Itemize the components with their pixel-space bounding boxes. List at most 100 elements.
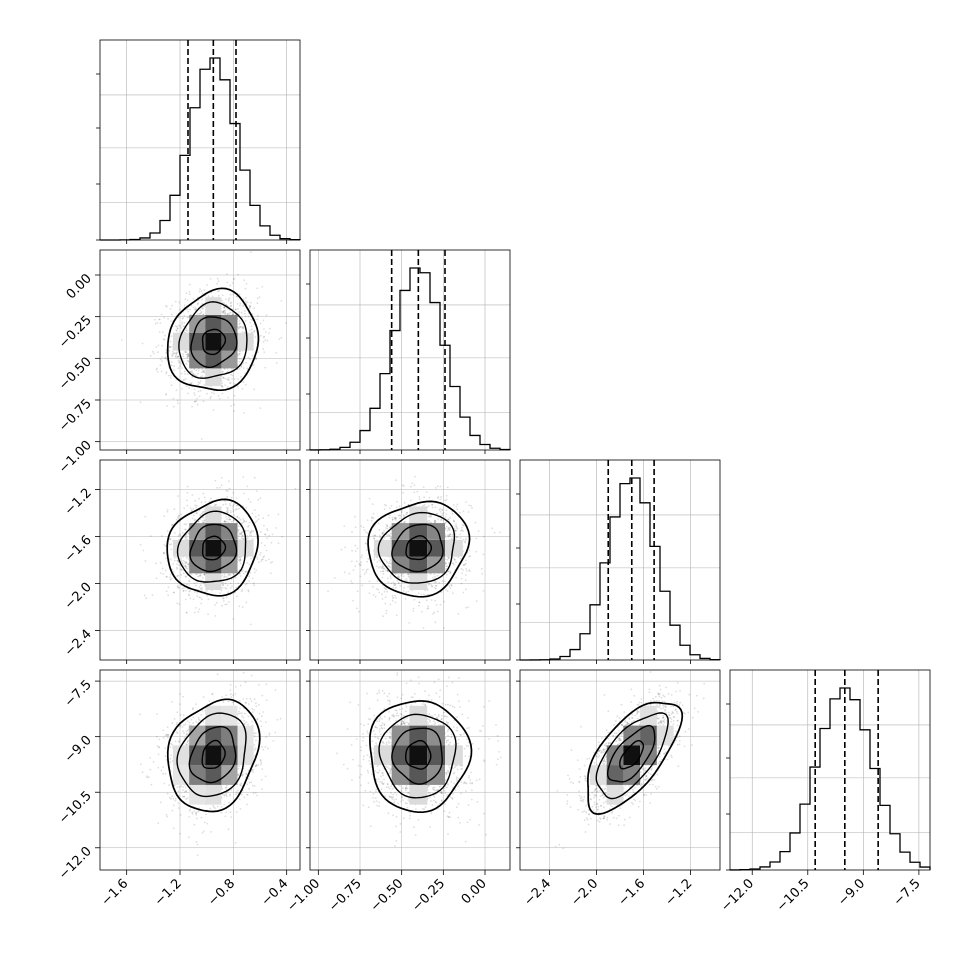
scatter-point [208,504,211,507]
scatter-point [382,572,385,575]
scatter-point [244,315,247,318]
scatter-point [247,715,250,718]
scatter-point [193,582,196,585]
scatter-point [243,412,246,414]
scatter-point [183,507,186,510]
scatter-point [461,526,463,529]
scatter-point [236,504,238,507]
scatter-point [402,514,405,516]
scatter-point [177,807,180,810]
scatter-point [392,586,395,589]
scatter-point [170,320,173,322]
scatter-point [201,375,204,377]
scatter-point [439,511,442,513]
scatter-point [185,362,188,365]
scatter-point [181,587,184,590]
scatter-point [254,336,257,338]
scatter-point [383,590,386,593]
scatter-point [232,293,235,295]
scatter-point [229,582,232,585]
scatter-point [445,525,448,528]
scatter-point [449,571,452,574]
histogram-panel-4 [726,670,931,871]
scatter-point [186,299,189,302]
scatter-point [167,586,170,589]
scatter-point [437,610,439,613]
scatter-point [228,297,231,300]
scatter-point [464,563,466,566]
scatter-point [379,570,382,573]
scatter-point [164,569,167,572]
scatter-point [445,588,447,591]
scatter-point [139,543,142,546]
scatter-point [441,509,444,512]
scatter-point [275,527,278,529]
scatter-point [173,352,175,355]
scatter-point [395,479,397,481]
scatter-point [407,573,410,576]
scatter-point [151,350,154,353]
scatter-point [185,351,188,353]
scatter-point [170,361,173,363]
scatter-point [391,594,394,597]
scatter-point [399,517,401,520]
scatter-point [177,802,180,805]
scatter-point [177,402,179,405]
scatter-point [173,559,176,562]
scatter-point [413,484,416,487]
scatter-panel-3-1 [100,460,300,660]
scatter-point [375,588,378,590]
scatter-point [239,575,242,577]
scatter-point [389,532,392,535]
scatter-point [241,326,243,329]
scatter-point [245,601,248,604]
scatter-point [163,544,166,546]
histogram-panel-3 [516,460,721,661]
scatter-point [176,711,179,714]
scatter-point [240,532,243,534]
scatter-point [248,305,251,307]
scatter-point [442,514,444,517]
scatter-point [246,367,249,370]
scatter-point [166,815,169,818]
scatter-point [381,598,384,600]
scatter-point [185,611,188,614]
scatter-point [222,584,224,586]
scatter-point [224,521,227,523]
scatter-point [249,306,252,308]
scatter-point [455,561,457,564]
scatter-point [176,351,179,354]
scatter-point [344,546,346,549]
scatter-point [409,499,412,502]
scatter-point [229,311,232,314]
scatter-point [221,604,223,607]
scatter-point [359,575,362,578]
scatter-point [182,325,185,328]
scatter-point [352,599,354,602]
scatter-point [480,567,483,570]
scatter-point [175,352,178,355]
scatter-point [175,352,177,354]
scatter-point [436,574,439,577]
scatter-point [227,396,230,399]
scatter-point [434,487,437,489]
scatter-point [247,537,249,539]
scatter-point [363,529,366,531]
scatter-point [244,583,247,586]
scatter-point [248,307,251,310]
scatter-point [161,344,164,347]
scatter-point [422,627,425,629]
scatter-point [213,392,215,395]
scatter-point [202,371,205,373]
scatter-point [247,529,250,532]
scatter-point [398,582,400,585]
scatter-point [448,556,450,559]
scatter-point [237,273,239,276]
scatter-point [189,597,192,600]
scatter-point [280,300,283,302]
scatter-point [179,703,181,705]
scatter-point [186,373,189,375]
scatter-point [223,576,226,579]
scatter-point [482,553,485,556]
scatter-point [159,322,162,324]
